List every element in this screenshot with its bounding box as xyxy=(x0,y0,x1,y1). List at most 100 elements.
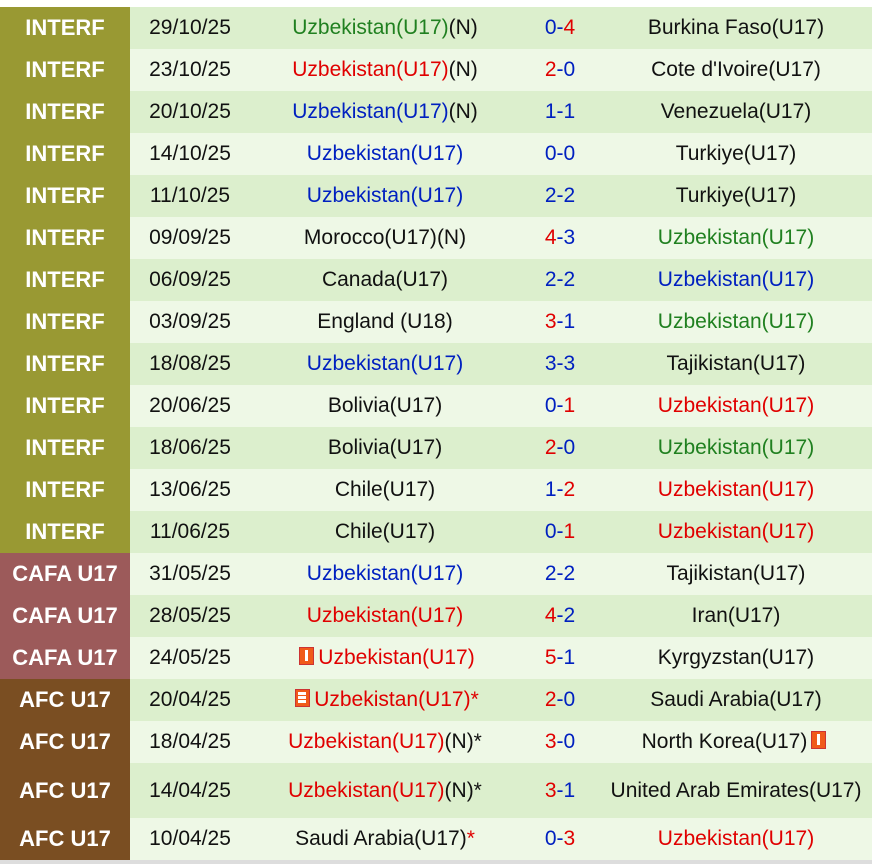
home-team-cell[interactable]: England (U18) xyxy=(250,301,520,343)
home-team[interactable]: Saudi Arabia(U17) xyxy=(295,827,467,850)
home-team-cell[interactable]: Uzbekistan(U17) xyxy=(250,175,520,217)
home-team[interactable]: Uzbekistan(U17) xyxy=(306,562,464,585)
away-team-cell[interactable]: Kyrgyzstan(U17) xyxy=(600,637,872,679)
away-team[interactable]: Iran(U17) xyxy=(691,604,781,627)
away-team[interactable]: Uzbekistan(U17) xyxy=(657,394,815,417)
away-team[interactable]: Uzbekistan(U17) xyxy=(657,520,815,543)
away-team-cell[interactable]: Uzbekistan(U17) xyxy=(600,217,872,259)
away-team-cell[interactable]: Uzbekistan(U17) xyxy=(600,818,872,860)
score[interactable]: 2-0 xyxy=(520,679,600,721)
away-team-cell[interactable]: North Korea(U17) xyxy=(600,721,872,763)
away-team[interactable]: Uzbekistan(U17) xyxy=(657,436,815,459)
score[interactable]: 0-3 xyxy=(520,818,600,860)
match-row[interactable]: INTERF 18/08/25 Uzbekistan(U17) 3-3 Taji… xyxy=(0,343,872,385)
score[interactable]: 3-1 xyxy=(520,301,600,343)
match-row[interactable]: INTERF 09/09/25 Morocco(U17)(N) 4-3 Uzbe… xyxy=(0,217,872,259)
away-team-cell[interactable]: Saudi Arabia(U17) xyxy=(600,679,872,721)
score[interactable]: 4-2 xyxy=(520,595,600,637)
competition-label[interactable]: INTERF xyxy=(0,259,130,301)
home-team[interactable]: Uzbekistan(U17) xyxy=(288,730,445,753)
home-team-cell[interactable]: Uzbekistan(U17)(N) xyxy=(250,49,520,91)
competition-label[interactable]: CAFA U17 xyxy=(0,553,130,595)
away-team-cell[interactable]: Uzbekistan(U17) xyxy=(600,469,872,511)
competition-label[interactable]: INTERF xyxy=(0,217,130,259)
competition-label[interactable]: INTERF xyxy=(0,385,130,427)
score[interactable]: 5-1 xyxy=(520,637,600,679)
match-row[interactable]: CAFA U17 31/05/25 Uzbekistan(U17) 2-2 Ta… xyxy=(0,553,872,595)
match-row[interactable]: CAFA U17 28/05/25 Uzbekistan(U17) 4-2 Ir… xyxy=(0,595,872,637)
away-team-cell[interactable]: United Arab Emirates(U17) xyxy=(600,763,872,818)
score[interactable]: 2-0 xyxy=(520,427,600,469)
competition-label[interactable]: INTERF xyxy=(0,427,130,469)
score[interactable]: 0-0 xyxy=(520,133,600,175)
competition-label[interactable]: AFC U17 xyxy=(0,818,130,860)
home-team[interactable]: Bolivia(U17) xyxy=(327,436,443,459)
home-team-cell[interactable]: Uzbekistan(U17)(N)* xyxy=(250,763,520,818)
home-team[interactable]: England (U18) xyxy=(317,310,453,333)
match-row[interactable]: AFC U17 18/04/25 Uzbekistan(U17)(N)* 3-0… xyxy=(0,721,872,763)
away-team[interactable]: Cote d'Ivoire(U17) xyxy=(651,58,821,81)
home-team-cell[interactable]: Uzbekistan(U17)(N)* xyxy=(250,721,520,763)
home-team[interactable]: Uzbekistan(U17) xyxy=(306,604,464,627)
score[interactable]: 3-1 xyxy=(520,763,600,818)
away-team[interactable]: Uzbekistan(U17) xyxy=(657,226,815,249)
home-team[interactable]: Uzbekistan(U17) xyxy=(306,142,464,165)
score[interactable]: 0-4 xyxy=(520,7,600,49)
away-team[interactable]: Tajikistan(U17) xyxy=(666,352,806,375)
home-team-cell[interactable]: Saudi Arabia(U17)* xyxy=(250,818,520,860)
home-team-cell[interactable]: Bolivia(U17) xyxy=(250,427,520,469)
home-team-cell[interactable]: Bolivia(U17) xyxy=(250,385,520,427)
home-team[interactable]: Morocco(U17) xyxy=(303,226,437,249)
competition-label[interactable]: AFC U17 xyxy=(0,721,130,763)
home-team[interactable]: Bolivia(U17) xyxy=(327,394,443,417)
home-team[interactable]: Uzbekistan(U17) xyxy=(306,352,464,375)
competition-label[interactable]: INTERF xyxy=(0,175,130,217)
competition-label[interactable]: INTERF xyxy=(0,343,130,385)
match-row[interactable]: INTERF 13/06/25 Chile(U17) 1-2 Uzbekista… xyxy=(0,469,872,511)
match-row[interactable]: INTERF 23/10/25 Uzbekistan(U17)(N) 2-0 C… xyxy=(0,49,872,91)
home-team-cell[interactable]: Uzbekistan(U17) xyxy=(250,133,520,175)
score[interactable]: 4-3 xyxy=(520,217,600,259)
competition-label[interactable]: INTERF xyxy=(0,133,130,175)
away-team-cell[interactable]: Uzbekistan(U17) xyxy=(600,511,872,553)
score[interactable]: 2-2 xyxy=(520,553,600,595)
home-team-cell[interactable]: Uzbekistan(U17) xyxy=(250,343,520,385)
match-row[interactable]: INTERF 11/10/25 Uzbekistan(U17) 2-2 Turk… xyxy=(0,175,872,217)
home-team-cell[interactable]: Morocco(U17)(N) xyxy=(250,217,520,259)
competition-label[interactable]: INTERF xyxy=(0,511,130,553)
away-team[interactable]: Uzbekistan(U17) xyxy=(657,310,815,333)
home-team[interactable]: Uzbekistan(U17) xyxy=(318,646,475,669)
away-team-cell[interactable]: Uzbekistan(U17) xyxy=(600,427,872,469)
score[interactable]: 0-1 xyxy=(520,385,600,427)
away-team[interactable]: Turkiye(U17) xyxy=(675,184,797,207)
away-team[interactable]: Kyrgyzstan(U17) xyxy=(657,646,815,669)
away-team[interactable]: Uzbekistan(U17) xyxy=(657,268,815,291)
match-row[interactable]: INTERF 11/06/25 Chile(U17) 0-1 Uzbekista… xyxy=(0,511,872,553)
home-team[interactable]: Uzbekistan(U17) xyxy=(306,184,464,207)
home-team[interactable]: Chile(U17) xyxy=(334,520,436,543)
match-row[interactable]: INTERF 20/06/25 Bolivia(U17) 0-1 Uzbekis… xyxy=(0,385,872,427)
home-team[interactable]: Canada(U17) xyxy=(321,268,449,291)
home-team[interactable]: Chile(U17) xyxy=(334,478,436,501)
match-row[interactable]: CAFA U17 24/05/25 Uzbekistan(U17) 5-1 Ky… xyxy=(0,637,872,679)
competition-label[interactable]: AFC U17 xyxy=(0,763,130,818)
competition-label[interactable]: INTERF xyxy=(0,301,130,343)
match-row[interactable]: INTERF 14/10/25 Uzbekistan(U17) 0-0 Turk… xyxy=(0,133,872,175)
away-team[interactable]: Uzbekistan(U17) xyxy=(657,827,815,850)
score[interactable]: 3-3 xyxy=(520,343,600,385)
away-team-cell[interactable]: Uzbekistan(U17) xyxy=(600,259,872,301)
away-team[interactable]: Venezuela(U17) xyxy=(660,100,812,123)
score[interactable]: 3-0 xyxy=(520,721,600,763)
match-row[interactable]: INTERF 18/06/25 Bolivia(U17) 2-0 Uzbekis… xyxy=(0,427,872,469)
home-team-cell[interactable]: Uzbekistan(U17) xyxy=(250,595,520,637)
competition-label[interactable]: INTERF xyxy=(0,469,130,511)
match-row[interactable]: INTERF 20/10/25 Uzbekistan(U17)(N) 1-1 V… xyxy=(0,91,872,133)
competition-label[interactable]: INTERF xyxy=(0,91,130,133)
away-team-cell[interactable]: Burkina Faso(U17) xyxy=(600,7,872,49)
home-team[interactable]: Uzbekistan(U17) xyxy=(292,16,449,39)
away-team-cell[interactable]: Iran(U17) xyxy=(600,595,872,637)
home-team-cell[interactable]: Uzbekistan(U17) xyxy=(250,637,520,679)
away-team[interactable]: Saudi Arabia(U17) xyxy=(650,688,822,711)
home-team-cell[interactable]: Uzbekistan(U17)(N) xyxy=(250,91,520,133)
away-team[interactable]: United Arab Emirates(U17) xyxy=(610,778,862,802)
